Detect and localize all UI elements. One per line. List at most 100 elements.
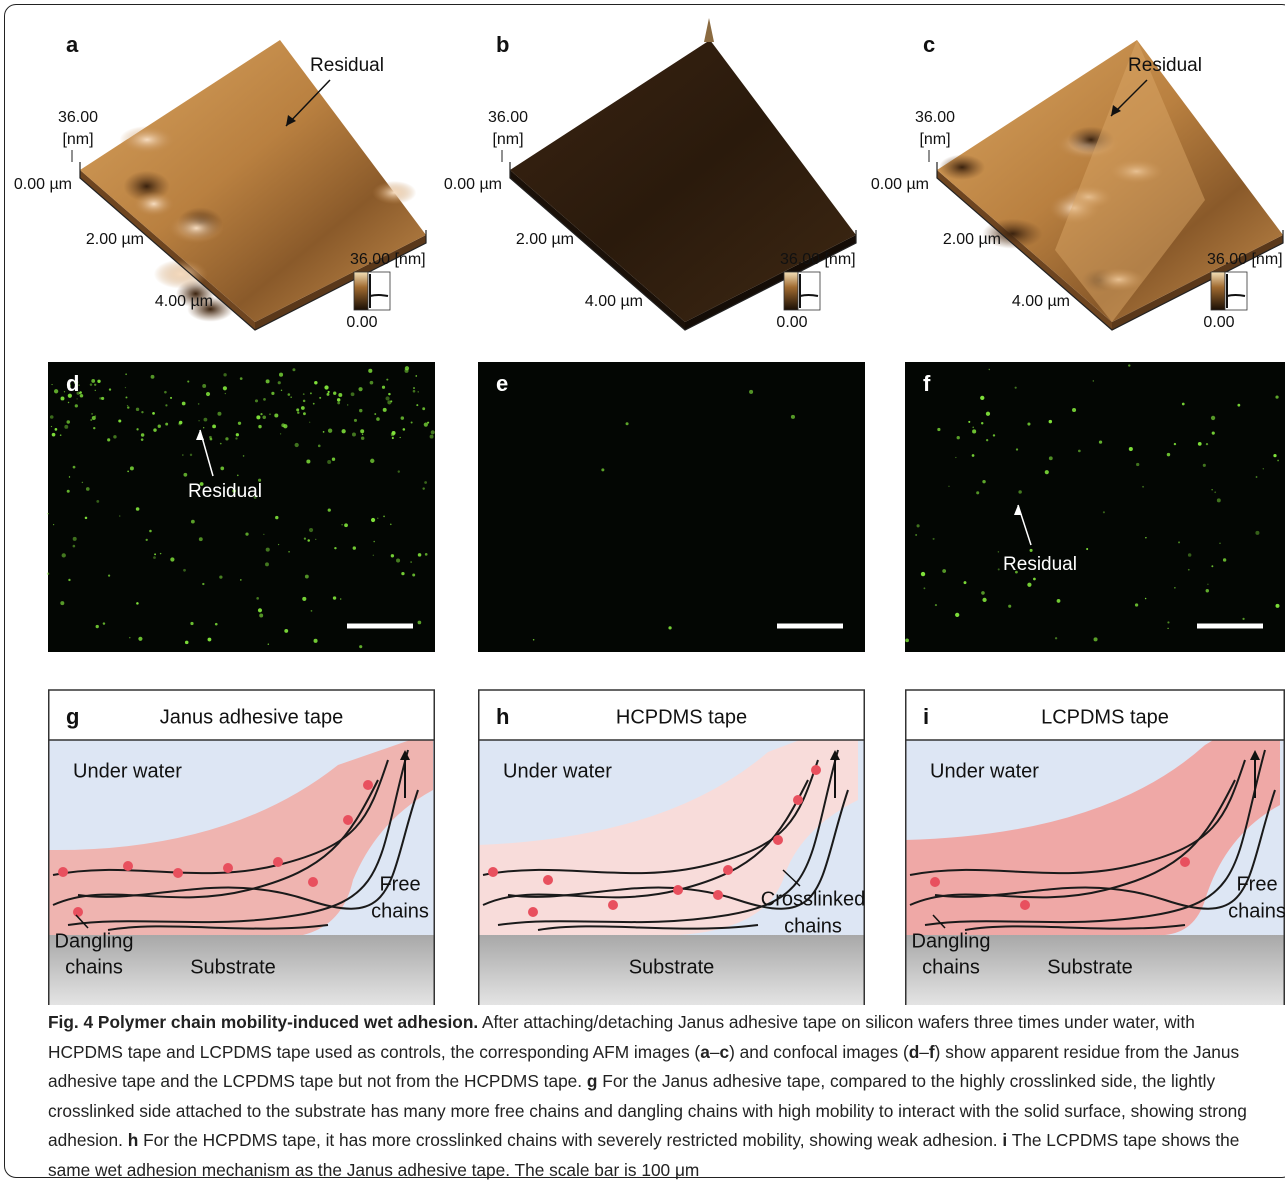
fluorescent-dot xyxy=(972,429,976,433)
bump xyxy=(372,181,416,204)
fluorescent-dot xyxy=(60,434,62,436)
fluorescent-dot xyxy=(1237,404,1240,407)
fluorescent-dot xyxy=(1018,490,1021,493)
fluorescent-dot xyxy=(328,429,332,433)
fluorescent-dot xyxy=(240,377,243,380)
fluorescent-dot xyxy=(268,643,269,644)
fluorescent-dot xyxy=(219,575,222,578)
annotation: Residual xyxy=(310,55,384,76)
fluorescent-dot xyxy=(165,404,167,406)
side-label: Crosslinked xyxy=(761,888,865,910)
fluorescent-dot xyxy=(85,517,88,520)
fluorescent-dot xyxy=(68,402,69,403)
bump xyxy=(169,213,224,243)
fluorescent-dot xyxy=(328,509,331,512)
fluorescent-dot xyxy=(1212,432,1215,435)
fluorescent-dot xyxy=(915,534,917,536)
fluorescent-dot xyxy=(182,402,186,406)
fluorescent-dot xyxy=(136,507,140,511)
annotation: Residual xyxy=(188,481,262,502)
fluorescent-dot xyxy=(127,405,128,406)
fluorescent-dot xyxy=(50,415,54,419)
z-max-label: 36.00 xyxy=(915,109,955,126)
crosslink xyxy=(930,877,940,887)
fluorescent-dot xyxy=(1255,531,1259,535)
fluorescent-dot xyxy=(1128,364,1130,366)
fluorescent-dot xyxy=(1275,396,1278,399)
fluorescent-dot xyxy=(256,415,260,419)
fluorescent-dot xyxy=(353,546,356,549)
fluorescent-dot xyxy=(358,387,362,391)
crosslink xyxy=(343,815,353,825)
fluorescent-dot xyxy=(418,621,422,625)
fluorescent-dot xyxy=(160,553,161,554)
fluorescent-dot xyxy=(295,443,299,447)
fluorescent-dot xyxy=(396,559,400,563)
z-unit-label: [nm] xyxy=(62,131,93,148)
fluorescent-dot xyxy=(67,490,70,493)
histogram-box xyxy=(798,272,820,310)
fluorescent-dot xyxy=(136,408,139,411)
fluorescent-dot xyxy=(52,433,56,437)
fluorescent-dot xyxy=(315,539,316,540)
fluorescent-dot xyxy=(1188,569,1190,571)
fluorescent-dot xyxy=(279,373,283,377)
fluorescent-dot xyxy=(97,380,100,383)
fluorescent-dot xyxy=(390,523,392,525)
fluorescent-dot xyxy=(103,622,105,624)
fluorescent-dot xyxy=(626,422,629,425)
fluorescent-dot xyxy=(153,428,156,431)
fluorescent-dot xyxy=(401,572,404,575)
fluorescent-dot xyxy=(141,433,144,436)
fluorescent-dot xyxy=(311,610,313,612)
crosslink xyxy=(793,795,803,805)
fluorescent-dot xyxy=(191,520,195,524)
fluorescent-dot xyxy=(338,393,342,397)
fluorescent-dot xyxy=(96,500,99,503)
fluorescent-dot xyxy=(373,555,374,556)
fluorescent-dot xyxy=(410,561,412,563)
fluorescent-dot xyxy=(266,548,270,552)
fluorescent-dot xyxy=(986,412,990,416)
schematic-title: Janus adhesive tape xyxy=(160,706,343,728)
fluorescent-dot xyxy=(292,368,295,371)
fluorescent-dot xyxy=(1136,463,1139,466)
caption-panel-ref: a xyxy=(700,1042,710,1062)
fluorescent-dot xyxy=(281,390,282,391)
fluorescent-dot xyxy=(206,392,210,396)
fluorescent-dot xyxy=(1049,456,1053,460)
fluorescent-dot xyxy=(431,430,435,434)
fluorescent-dot xyxy=(392,437,394,439)
crosslink xyxy=(488,867,498,877)
crosslink xyxy=(58,867,68,877)
fluorescent-dot xyxy=(1206,443,1208,445)
bump xyxy=(120,126,175,153)
fluorescent-dot xyxy=(351,392,355,396)
fluorescent-dot xyxy=(303,400,306,403)
fluorescent-dot xyxy=(1198,442,1202,446)
fluorescent-dot xyxy=(146,539,148,541)
colorbar xyxy=(354,272,368,310)
fluorescent-dot xyxy=(51,384,52,385)
crosslink xyxy=(273,857,283,867)
fluorescent-dot xyxy=(422,487,424,489)
fluorescent-dot xyxy=(220,443,222,445)
confocal-image xyxy=(478,362,865,652)
fluorescent-dot xyxy=(99,397,101,399)
fluorescent-dot xyxy=(980,396,984,400)
fluorescent-dot xyxy=(73,545,76,548)
fluorescent-dot xyxy=(370,459,374,463)
fluorescent-dot xyxy=(377,518,378,519)
fluorescent-dot xyxy=(165,423,168,426)
z-max-label: 36.00 xyxy=(58,109,98,126)
crosslink xyxy=(608,900,618,910)
fluorescent-dot xyxy=(955,457,956,458)
panel-letter: h xyxy=(496,704,509,729)
fluorescent-dot xyxy=(360,429,364,433)
fluorescent-dot xyxy=(1142,486,1144,488)
colorbar-max-label: 36.00 [nm] xyxy=(350,251,426,268)
fluorescent-dot xyxy=(327,393,330,396)
fluorescent-dot xyxy=(1008,605,1011,608)
fluorescent-dot xyxy=(418,553,422,557)
fluorescent-dot xyxy=(390,400,392,402)
